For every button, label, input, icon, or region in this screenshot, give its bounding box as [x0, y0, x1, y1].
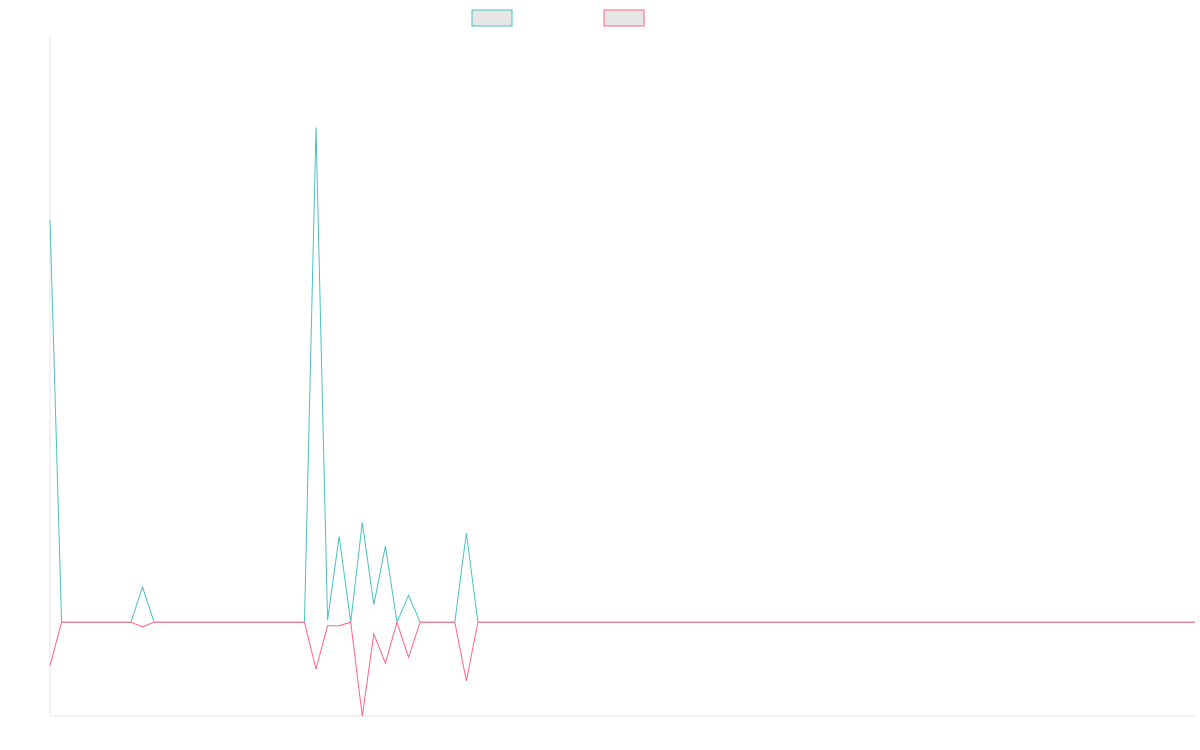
legend — [471, 9, 645, 27]
series-line-2 — [49, 620, 1195, 717]
legend-item-2[interactable] — [603, 9, 645, 27]
legend-swatch-1 — [471, 9, 513, 27]
legend-swatch-2 — [603, 9, 645, 27]
series-layer — [49, 127, 1195, 717]
legend-item-1[interactable] — [471, 9, 513, 27]
series-line-1 — [49, 127, 1195, 625]
axes — [49, 36, 1195, 717]
